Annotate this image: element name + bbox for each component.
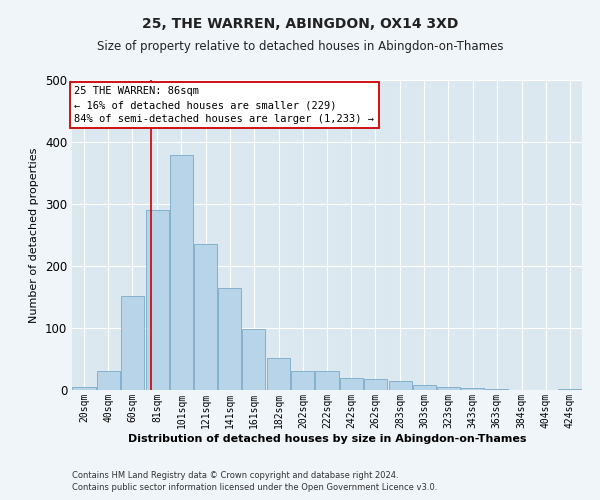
Text: Contains public sector information licensed under the Open Government Licence v3: Contains public sector information licen… (72, 483, 437, 492)
Y-axis label: Number of detached properties: Number of detached properties (29, 148, 40, 322)
Text: Contains HM Land Registry data © Crown copyright and database right 2024.: Contains HM Land Registry data © Crown c… (72, 470, 398, 480)
Text: Size of property relative to detached houses in Abingdon-on-Thames: Size of property relative to detached ho… (97, 40, 503, 53)
Bar (268, 358, 290, 390)
Bar (292, 372, 314, 390)
Bar (242, 329, 265, 390)
Bar (97, 372, 119, 390)
Bar (194, 244, 217, 390)
Text: 25, THE WARREN, ABINGDON, OX14 3XD: 25, THE WARREN, ABINGDON, OX14 3XD (142, 18, 458, 32)
Bar (121, 296, 143, 390)
Bar (170, 155, 193, 390)
Bar (146, 210, 169, 390)
Bar (559, 389, 581, 390)
Text: 25 THE WARREN: 86sqm
← 16% of detached houses are smaller (229)
84% of semi-deta: 25 THE WARREN: 86sqm ← 16% of detached h… (74, 86, 374, 124)
Bar (413, 385, 436, 390)
Bar (340, 378, 362, 390)
Bar (461, 388, 484, 390)
Bar (73, 387, 95, 390)
Bar (218, 288, 241, 390)
Bar (364, 379, 386, 390)
Bar (316, 372, 338, 390)
Bar (389, 382, 412, 390)
X-axis label: Distribution of detached houses by size in Abingdon-on-Thames: Distribution of detached houses by size … (128, 434, 526, 444)
Bar (437, 387, 460, 390)
